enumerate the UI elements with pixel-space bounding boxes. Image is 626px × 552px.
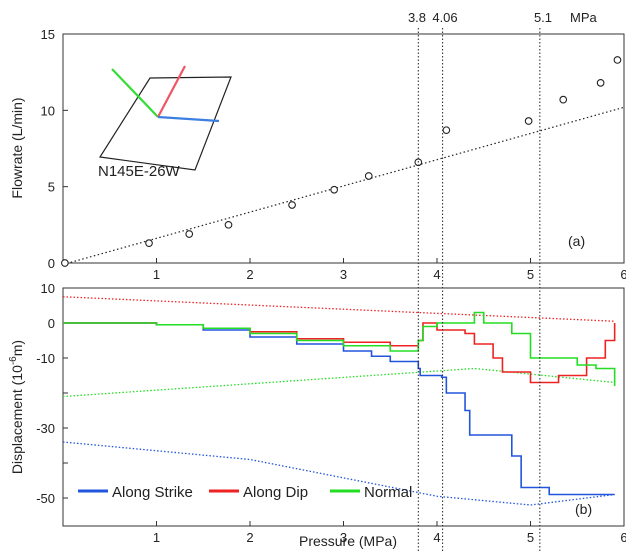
fault-plane-shape — [98, 76, 232, 171]
panel-a-x-tick-label: 2 — [246, 267, 253, 282]
panel-a-y-axis-title: Flowrate (L/min) — [9, 97, 25, 198]
panel-b-x-tick-label: 5 — [527, 530, 534, 545]
panel-a-x-tick-label: 6 — [620, 267, 626, 282]
panel-a-data-point — [330, 185, 339, 194]
panel-b-dotted-line-1 — [62, 367, 615, 398]
panel-b-dotted-line-0 — [62, 296, 615, 322]
legend-label-along-strike: Along Strike — [112, 484, 193, 501]
panel-a-x-tick-label: 3 — [340, 267, 347, 282]
panel-b-series-normal — [63, 311, 616, 386]
panel-a-data-point — [288, 201, 296, 209]
dip-vector-arrow — [157, 65, 186, 118]
panel-a-x-tick-label: 4 — [433, 267, 440, 282]
panel-b-x-tick-label: 3 — [340, 530, 347, 545]
panel-b-y-axis-title: Displacement (10-6m) — [8, 340, 25, 474]
marker-label-1: 3.8 — [408, 10, 426, 25]
panel-a-data-point — [364, 172, 373, 180]
panel-b-y-tick-label: -30 — [36, 421, 55, 436]
panel-a-data-point — [524, 117, 533, 125]
panel-a-points — [61, 56, 622, 267]
panel-a-fit-line — [62, 106, 625, 266]
panel-b-x-tick-label: 1 — [153, 530, 160, 545]
panel-a-data-point — [559, 95, 568, 104]
strike-vector-arrow — [157, 115, 220, 123]
panel-a-data-point — [145, 239, 153, 248]
x-axis-title: Pressure (MPa) — [299, 533, 397, 549]
legend-label-normal: Normal — [364, 484, 412, 501]
normal-vector-arrow — [111, 68, 159, 118]
panel-a-ticks: 1 2 3 4 5 6 0 5 10 15 — [41, 27, 626, 282]
panel-b-x-tick-label: 2 — [246, 530, 253, 545]
panel-a-fit — [62, 106, 625, 266]
panel-a-y-tick-label: 5 — [48, 180, 55, 195]
panel-b-x-tick-label: 4 — [433, 530, 440, 545]
legend-label-along-dip: Along Dip — [243, 484, 308, 501]
panel-a-data-point — [61, 259, 69, 267]
panel-b-y-tick-label: -10 — [36, 351, 55, 366]
panel-a-data-point — [224, 220, 233, 229]
panel-a-label: (a) — [568, 233, 585, 249]
fault-plane-label: N145E-26W — [98, 163, 181, 180]
panel-b-dotted-series — [62, 296, 615, 506]
panel-a-y-tick-label: 10 — [41, 103, 55, 118]
marker-unit-label: MPa — [570, 10, 598, 25]
panel-a-data-point — [613, 56, 622, 64]
panel-b-series-along-dip — [63, 322, 616, 384]
fault-plane-inset: N145E-26W — [98, 65, 232, 180]
panel-b-label: (b) — [575, 501, 592, 517]
panel-b-y-tick-label: 0 — [48, 316, 55, 331]
panel-a-data-point — [442, 126, 451, 135]
panel-a-data-point — [185, 230, 194, 238]
panel-b-dotted-line-2 — [62, 441, 615, 506]
panel-a-x-tick-label: 5 — [527, 267, 534, 282]
panel-b-y-axis-title-end: m) — [9, 340, 25, 356]
panel-b-y-axis-title-main: Displacement (10 — [9, 365, 25, 474]
panel-b-series-along-strike — [63, 322, 615, 496]
legend: Along Strike Along Dip Normal — [78, 484, 412, 501]
panel-a-data-point — [596, 79, 605, 87]
marker-label-2: 4.06 — [432, 10, 457, 25]
panel-a-y-tick-label: 0 — [48, 256, 55, 271]
panel-b-ticks: 1 2 3 4 5 6 10 0 -10 -30 -50 — [36, 281, 626, 545]
panel-b-y-tick-label: -50 — [36, 491, 55, 506]
panel-b-x-tick-label: 6 — [620, 530, 626, 545]
panel-b-y-axis-title-exp: -6 — [8, 356, 19, 365]
panel-b-series — [63, 311, 616, 496]
panel-a-x-tick-label: 1 — [153, 267, 160, 282]
panel-a-y-tick-label: 15 — [41, 27, 55, 42]
panel-b-y-tick-label: 10 — [41, 281, 55, 296]
marker-label-3: 5.1 — [534, 10, 552, 25]
